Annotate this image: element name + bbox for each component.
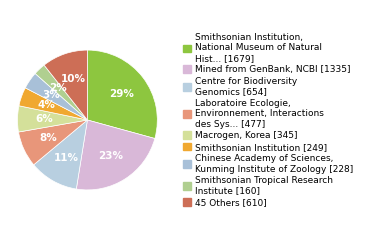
Text: 4%: 4% [38, 101, 55, 110]
Wedge shape [19, 88, 87, 120]
Legend: Smithsonian Institution,
National Museum of Natural
Hist... [1679], Mined from G: Smithsonian Institution, National Museum… [183, 33, 354, 207]
Text: 3%: 3% [43, 90, 60, 100]
Wedge shape [87, 50, 157, 138]
Wedge shape [76, 120, 155, 190]
Wedge shape [17, 106, 87, 132]
Wedge shape [19, 120, 87, 165]
Text: 29%: 29% [109, 89, 134, 99]
Text: 8%: 8% [39, 133, 57, 143]
Text: 11%: 11% [54, 153, 78, 163]
Text: 2%: 2% [49, 84, 66, 93]
Text: 23%: 23% [98, 151, 124, 162]
Wedge shape [25, 73, 87, 120]
Wedge shape [35, 65, 87, 120]
Wedge shape [44, 50, 87, 120]
Wedge shape [34, 120, 87, 189]
Text: 6%: 6% [35, 114, 53, 124]
Text: 10%: 10% [61, 74, 86, 84]
